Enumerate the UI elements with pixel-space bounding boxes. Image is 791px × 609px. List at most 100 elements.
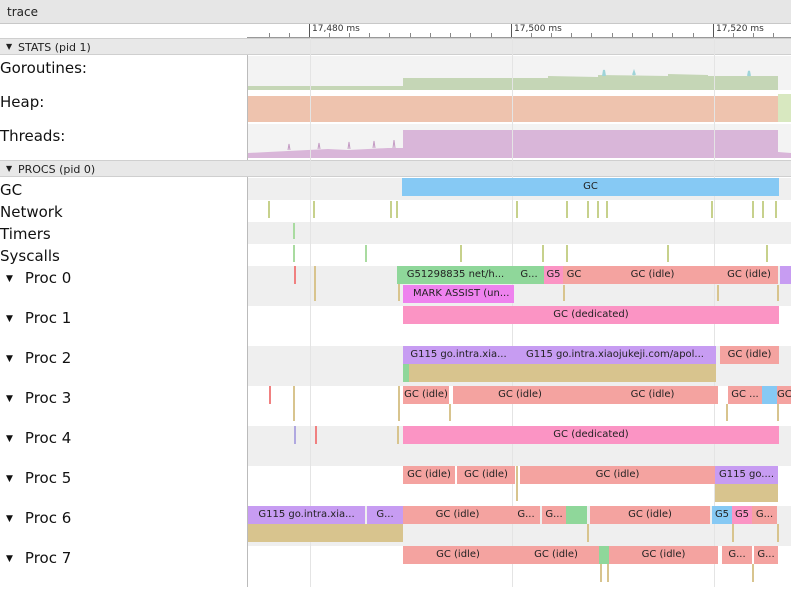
proc5-gc-idle-slice[interactable]: GC (idle): [457, 466, 515, 484]
collapse-triangle-icon[interactable]: ▼: [6, 164, 13, 173]
proc3-event[interactable]: [293, 386, 295, 421]
proc0-goroutine-slice[interactable]: [780, 266, 791, 284]
proc6-goroutine-slice[interactable]: G...: [367, 506, 403, 524]
proc7-gc-idle-slice[interactable]: G...: [754, 546, 778, 564]
network-event[interactable]: [396, 201, 398, 218]
network-event[interactable]: [597, 201, 599, 218]
proc6-gc-idle-slice[interactable]: G...: [752, 506, 777, 524]
proc7-event[interactable]: [607, 564, 609, 582]
proc-0-label[interactable]: ▼ Proc 0: [6, 269, 72, 287]
proc0-event[interactable]: [777, 285, 779, 301]
stats-section-header[interactable]: ▼ STATS (pid 1): [0, 38, 791, 55]
proc3-gc-idle-slice[interactable]: GC (idle): [587, 386, 718, 404]
expand-triangle-icon[interactable]: ▼: [6, 394, 13, 404]
proc6-gc-idle-slice[interactable]: G...: [542, 506, 566, 524]
proc-1-label[interactable]: ▼ Proc 1: [6, 309, 72, 327]
proc5-syscall-block[interactable]: [715, 484, 778, 502]
proc5-gc-idle-slice[interactable]: GC (idle): [520, 466, 715, 484]
proc6-gc-idle-slice[interactable]: GC (idle): [590, 506, 710, 524]
proc0-gc-slice[interactable]: GC: [563, 266, 585, 284]
proc0-event[interactable]: [717, 285, 719, 301]
expand-triangle-icon[interactable]: ▼: [6, 514, 13, 524]
syscall-event[interactable]: [293, 245, 295, 262]
network-event[interactable]: [752, 201, 754, 218]
proc6-goroutine-slice[interactable]: [566, 506, 587, 524]
proc4-gc-dedicated-slice[interactable]: GC (dedicated): [403, 426, 779, 444]
proc6-goroutine-slice[interactable]: G5: [732, 506, 752, 524]
proc0-gc-idle-slice[interactable]: GC (idle): [720, 266, 778, 284]
expand-triangle-icon[interactable]: ▼: [6, 434, 13, 444]
proc5-gc-idle-slice[interactable]: GC (idle): [403, 466, 455, 484]
proc3-event[interactable]: [449, 404, 451, 421]
proc-7-label[interactable]: ▼ Proc 7: [6, 549, 72, 567]
network-event[interactable]: [587, 201, 589, 218]
proc6-goroutine-slice[interactable]: G115 go.intra.xia...: [248, 506, 365, 524]
network-event[interactable]: [775, 201, 777, 218]
proc2-goroutine-slice[interactable]: G115 go.intra.xiaojukeji.com/apol...: [514, 346, 716, 364]
proc6-syscall-block[interactable]: [248, 524, 403, 542]
proc4-event[interactable]: [294, 426, 296, 444]
mark-assist-slice[interactable]: MARK ASSIST (un...: [403, 285, 514, 303]
procs-section-header[interactable]: ▼ PROCS (pid 0): [0, 160, 791, 177]
network-event[interactable]: [516, 201, 518, 218]
proc6-event[interactable]: [777, 524, 779, 542]
proc3-gc-idle-slice[interactable]: GC (idle): [403, 386, 449, 404]
proc5-event[interactable]: [516, 466, 518, 501]
proc2-event[interactable]: [403, 364, 409, 382]
proc-2-label[interactable]: ▼ Proc 2: [6, 349, 72, 367]
network-event[interactable]: [313, 201, 315, 218]
proc0-goroutine-slice[interactable]: G51298835 net/h...: [397, 266, 514, 284]
expand-triangle-icon[interactable]: ▼: [6, 554, 13, 564]
expand-triangle-icon[interactable]: ▼: [6, 314, 13, 324]
proc-3-label[interactable]: ▼ Proc 3: [6, 389, 72, 407]
proc1-gc-dedicated-slice[interactable]: GC (dedicated): [403, 306, 779, 324]
proc7-event[interactable]: [752, 564, 754, 582]
collapse-triangle-icon[interactable]: ▼: [6, 42, 13, 51]
network-event[interactable]: [566, 201, 568, 218]
proc7-goroutine-slice[interactable]: [599, 546, 609, 564]
proc2-syscall-block[interactable]: [409, 364, 716, 382]
expand-triangle-icon[interactable]: ▼: [6, 354, 13, 364]
proc3-gc-slice[interactable]: GC: [777, 386, 791, 404]
syscall-event[interactable]: [667, 245, 669, 262]
proc0-event[interactable]: [314, 266, 316, 301]
expand-triangle-icon[interactable]: ▼: [6, 474, 13, 484]
proc6-gc-idle-slice[interactable]: G...: [512, 506, 540, 524]
proc7-gc-idle-slice[interactable]: GC (idle): [403, 546, 513, 564]
stats-counter-chart[interactable]: [248, 56, 791, 160]
network-event[interactable]: [390, 201, 392, 218]
proc6-gc-idle-slice[interactable]: GC (idle): [403, 506, 512, 524]
syscall-event[interactable]: [460, 245, 462, 262]
proc2-goroutine-slice[interactable]: G115 go.intra.xia...: [403, 346, 514, 364]
proc7-gc-idle-slice[interactable]: G...: [722, 546, 752, 564]
proc7-gc-idle-slice[interactable]: GC (idle): [609, 546, 718, 564]
proc3-gc-idle-slice[interactable]: GC (idle): [453, 386, 587, 404]
network-event[interactable]: [606, 201, 608, 218]
syscall-event[interactable]: [766, 245, 768, 262]
network-event[interactable]: [711, 201, 713, 218]
network-event[interactable]: [762, 201, 764, 218]
time-ruler[interactable]: 17,480 ms 17,500 ms 17,520 ms: [247, 24, 791, 38]
syscall-event[interactable]: [365, 245, 367, 262]
proc5-goroutine-slice[interactable]: G115 go....: [715, 466, 778, 484]
proc-4-label[interactable]: ▼ Proc 4: [6, 429, 72, 447]
gc-slice[interactable]: GC: [402, 178, 779, 196]
proc3-gc-idle-slice[interactable]: GC ...: [728, 386, 762, 404]
proc6-event[interactable]: [587, 524, 589, 542]
proc0-event[interactable]: [563, 285, 565, 301]
expand-triangle-icon[interactable]: ▼: [6, 274, 13, 284]
proc-6-label[interactable]: ▼ Proc 6: [6, 509, 72, 527]
proc3-event[interactable]: [726, 404, 728, 421]
proc4-event[interactable]: [397, 426, 399, 444]
syscall-event[interactable]: [566, 245, 568, 262]
proc0-event[interactable]: [294, 266, 296, 284]
proc3-event[interactable]: [398, 386, 400, 421]
syscall-event[interactable]: [542, 245, 544, 262]
proc0-goroutine-slice[interactable]: G5: [544, 266, 563, 284]
proc3-event[interactable]: [269, 386, 271, 404]
proc2-gc-idle-slice[interactable]: GC (idle): [720, 346, 779, 364]
network-event[interactable]: [268, 201, 270, 218]
proc0-event[interactable]: [398, 284, 400, 301]
proc6-event[interactable]: [732, 524, 734, 542]
proc0-goroutine-slice[interactable]: G...: [514, 266, 544, 284]
